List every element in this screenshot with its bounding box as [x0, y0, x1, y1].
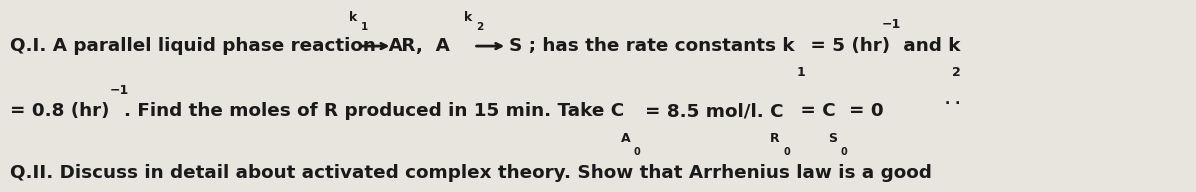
Text: = 8.5 mol/l. C: = 8.5 mol/l. C: [645, 102, 783, 120]
Text: 1: 1: [797, 66, 805, 79]
Text: 0: 0: [783, 147, 791, 157]
Text: R,  A: R, A: [395, 37, 450, 55]
Text: 1: 1: [361, 22, 368, 32]
Text: = 5 (hr): = 5 (hr): [804, 37, 890, 55]
Text: S ; has the rate constants k: S ; has the rate constants k: [509, 37, 795, 55]
Text: . Find the moles of R produced in 15 min. Take C: . Find the moles of R produced in 15 min…: [124, 102, 624, 120]
Text: . .: . .: [945, 93, 960, 107]
Text: k: k: [349, 11, 358, 24]
Text: = 0.8 (hr): = 0.8 (hr): [10, 102, 109, 120]
Text: and k: and k: [897, 37, 960, 55]
Text: Q.I. A parallel liquid phase reaction  A: Q.I. A parallel liquid phase reaction A: [10, 37, 402, 55]
Text: k: k: [464, 11, 472, 24]
Text: = C: = C: [794, 102, 836, 120]
Text: A: A: [621, 132, 630, 145]
Text: 2: 2: [952, 66, 960, 79]
Text: −1: −1: [110, 84, 129, 97]
Text: 2: 2: [476, 22, 483, 32]
Text: −1: −1: [881, 18, 901, 31]
Text: = 0: = 0: [849, 102, 884, 120]
Text: 0: 0: [841, 147, 848, 157]
Text: 0: 0: [634, 147, 641, 157]
Text: Q.II. Discuss in detail about activated complex theory. Show that Arrhenius law : Q.II. Discuss in detail about activated …: [10, 164, 932, 182]
Text: S: S: [828, 132, 837, 145]
Text: R: R: [770, 132, 780, 145]
